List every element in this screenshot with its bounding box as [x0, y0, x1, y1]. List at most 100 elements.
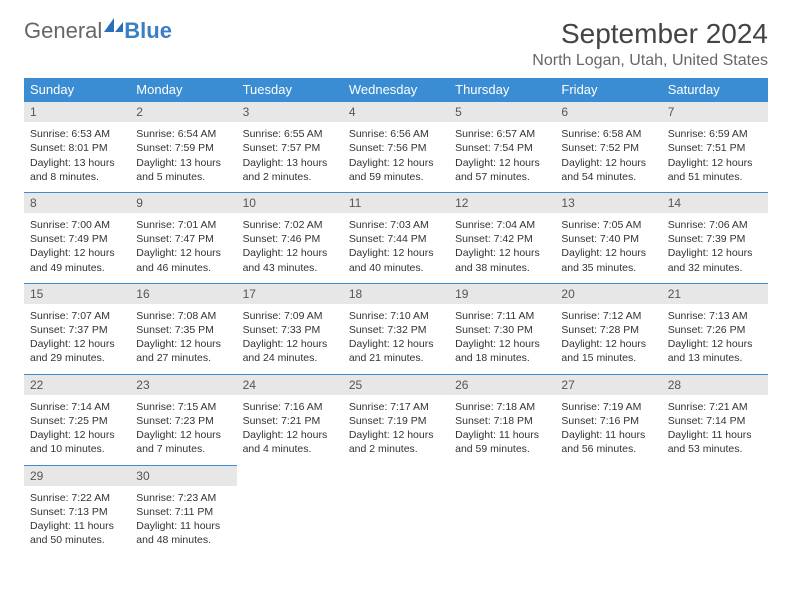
- sunrise-text: Sunrise: 7:13 AM: [668, 309, 762, 323]
- daylight-text-2: and 59 minutes.: [349, 170, 443, 184]
- day-number: 24: [237, 374, 343, 395]
- daylight-text-2: and 15 minutes.: [561, 351, 655, 365]
- day-details: Sunrise: 7:23 AMSunset: 7:11 PMDaylight:…: [130, 489, 236, 556]
- day-number: 4: [343, 101, 449, 122]
- calendar-day-cell: [662, 465, 768, 556]
- sunrise-text: Sunrise: 7:23 AM: [136, 491, 230, 505]
- day-details: Sunrise: 7:18 AMSunset: 7:18 PMDaylight:…: [449, 398, 555, 465]
- day-details: Sunrise: 7:02 AMSunset: 7:46 PMDaylight:…: [237, 216, 343, 283]
- calendar-day-cell: 6Sunrise: 6:58 AMSunset: 7:52 PMDaylight…: [555, 101, 661, 192]
- calendar-day-cell: 15Sunrise: 7:07 AMSunset: 7:37 PMDayligh…: [24, 283, 130, 374]
- calendar-day-cell: 16Sunrise: 7:08 AMSunset: 7:35 PMDayligh…: [130, 283, 236, 374]
- sunrise-text: Sunrise: 7:10 AM: [349, 309, 443, 323]
- weekday-monday: Monday: [130, 78, 236, 101]
- daylight-text-2: and 5 minutes.: [136, 170, 230, 184]
- calendar-day-cell: 23Sunrise: 7:15 AMSunset: 7:23 PMDayligh…: [130, 374, 236, 465]
- sunrise-text: Sunrise: 7:00 AM: [30, 218, 124, 232]
- daylight-text-1: Daylight: 12 hours: [668, 337, 762, 351]
- calendar-day-cell: 19Sunrise: 7:11 AMSunset: 7:30 PMDayligh…: [449, 283, 555, 374]
- sunrise-text: Sunrise: 7:05 AM: [561, 218, 655, 232]
- daylight-text-1: Daylight: 12 hours: [455, 246, 549, 260]
- calendar-week-row: 8 Sunrise: 7:00 AMSunset: 7:49 PMDaylight…: [24, 192, 768, 283]
- daylight-text-1: Daylight: 13 hours: [243, 156, 337, 170]
- day-details: Sunrise: 7:12 AMSunset: 7:28 PMDaylight:…: [555, 307, 661, 374]
- day-number: 20: [555, 283, 661, 304]
- calendar-day-cell: 21Sunrise: 7:13 AMSunset: 7:26 PMDayligh…: [662, 283, 768, 374]
- daylight-text-1: Daylight: 13 hours: [136, 156, 230, 170]
- sunset-text: Sunset: 7:30 PM: [455, 323, 549, 337]
- daylight-text-2: and 54 minutes.: [561, 170, 655, 184]
- daylight-text-1: Daylight: 12 hours: [30, 337, 124, 351]
- daylight-text-2: and 38 minutes.: [455, 261, 549, 275]
- calendar-day-cell: 18Sunrise: 7:10 AMSunset: 7:32 PMDayligh…: [343, 283, 449, 374]
- calendar-day-cell: 10 Sunrise: 7:02 AMSunset: 7:46 PMDayligh…: [237, 192, 343, 283]
- sunrise-text: Sunrise: 7:08 AM: [136, 309, 230, 323]
- sunset-text: Sunset: 7:51 PM: [668, 141, 762, 155]
- daylight-text-1: Daylight: 12 hours: [243, 337, 337, 351]
- day-details: Sunrise: 7:05 AMSunset: 7:40 PMDaylight:…: [555, 216, 661, 283]
- daylight-text-2: and 18 minutes.: [455, 351, 549, 365]
- day-number: 25: [343, 374, 449, 395]
- calendar-day-cell: 12Sunrise: 7:04 AMSunset: 7:42 PMDayligh…: [449, 192, 555, 283]
- day-number: 30: [130, 465, 236, 486]
- calendar-day-cell: 27Sunrise: 7:19 AMSunset: 7:16 PMDayligh…: [555, 374, 661, 465]
- daylight-text-1: Daylight: 12 hours: [136, 246, 230, 260]
- day-details: Sunrise: 7:16 AMSunset: 7:21 PMDaylight:…: [237, 398, 343, 465]
- day-details: Sunrise: 7:00 AMSunset: 7:49 PMDaylight:…: [24, 216, 130, 283]
- sunset-text: Sunset: 7:25 PM: [30, 414, 124, 428]
- weekday-thursday: Thursday: [449, 78, 555, 101]
- sunset-text: Sunset: 7:37 PM: [30, 323, 124, 337]
- sunrise-text: Sunrise: 7:04 AM: [455, 218, 549, 232]
- sunset-text: Sunset: 7:56 PM: [349, 141, 443, 155]
- daylight-text-2: and 49 minutes.: [30, 261, 124, 275]
- day-number: 17: [237, 283, 343, 304]
- daylight-text-1: Daylight: 12 hours: [668, 246, 762, 260]
- day-details: Sunrise: 6:55 AMSunset: 7:57 PMDaylight:…: [237, 125, 343, 192]
- calendar-day-cell: 24 Sunrise: 7:16 AMSunset: 7:21 PMDayligh…: [237, 374, 343, 465]
- day-number: 28: [662, 374, 768, 395]
- calendar-day-cell: 5Sunrise: 6:57 AMSunset: 7:54 PMDaylight…: [449, 101, 555, 192]
- day-number: 8: [24, 192, 130, 213]
- calendar-day-cell: 17 Sunrise: 7:09 AMSunset: 7:33 PMDayligh…: [237, 283, 343, 374]
- daylight-text-2: and 2 minutes.: [243, 170, 337, 184]
- logo-text-general: General: [24, 18, 102, 44]
- daylight-text-2: and 51 minutes.: [668, 170, 762, 184]
- day-details: Sunrise: 7:19 AMSunset: 7:16 PMDaylight:…: [555, 398, 661, 465]
- daylight-text-2: and 2 minutes.: [349, 442, 443, 456]
- day-details: Sunrise: 7:14 AMSunset: 7:25 PMDaylight:…: [24, 398, 130, 465]
- day-details: Sunrise: 7:03 AMSunset: 7:44 PMDaylight:…: [343, 216, 449, 283]
- daylight-text-1: Daylight: 12 hours: [136, 428, 230, 442]
- weekday-sunday: Sunday: [24, 78, 130, 101]
- weekday-saturday: Saturday: [662, 78, 768, 101]
- daylight-text-2: and 7 minutes.: [136, 442, 230, 456]
- daylight-text-2: and 46 minutes.: [136, 261, 230, 275]
- day-number: 6: [555, 101, 661, 122]
- day-number: 7: [662, 101, 768, 122]
- sunset-text: Sunset: 7:57 PM: [243, 141, 337, 155]
- day-details: Sunrise: 7:22 AMSunset: 7:13 PMDaylight:…: [24, 489, 130, 556]
- daylight-text-2: and 57 minutes.: [455, 170, 549, 184]
- calendar-day-cell: 4Sunrise: 6:56 AMSunset: 7:56 PMDaylight…: [343, 101, 449, 192]
- day-number: 14: [662, 192, 768, 213]
- day-details: Sunrise: 7:11 AMSunset: 7:30 PMDaylight:…: [449, 307, 555, 374]
- calendar-day-cell: 8 Sunrise: 7:00 AMSunset: 7:49 PMDaylight…: [24, 192, 130, 283]
- day-details: Sunrise: 7:09 AMSunset: 7:33 PMDaylight:…: [237, 307, 343, 374]
- calendar-day-cell: 2Sunrise: 6:54 AMSunset: 7:59 PMDaylight…: [130, 101, 236, 192]
- sunset-text: Sunset: 7:33 PM: [243, 323, 337, 337]
- calendar-day-cell: [343, 465, 449, 556]
- daylight-text-1: Daylight: 12 hours: [561, 156, 655, 170]
- daylight-text-1: Daylight: 11 hours: [561, 428, 655, 442]
- daylight-text-2: and 13 minutes.: [668, 351, 762, 365]
- calendar-day-cell: 25Sunrise: 7:17 AMSunset: 7:19 PMDayligh…: [343, 374, 449, 465]
- calendar-day-cell: 28Sunrise: 7:21 AMSunset: 7:14 PMDayligh…: [662, 374, 768, 465]
- daylight-text-2: and 27 minutes.: [136, 351, 230, 365]
- sunrise-text: Sunrise: 6:56 AM: [349, 127, 443, 141]
- sunset-text: Sunset: 7:23 PM: [136, 414, 230, 428]
- sunset-text: Sunset: 8:01 PM: [30, 141, 124, 155]
- sunset-text: Sunset: 7:35 PM: [136, 323, 230, 337]
- sunrise-text: Sunrise: 6:53 AM: [30, 127, 124, 141]
- day-number: 10: [237, 192, 343, 213]
- daylight-text-2: and 56 minutes.: [561, 442, 655, 456]
- sunset-text: Sunset: 7:44 PM: [349, 232, 443, 246]
- sunset-text: Sunset: 7:14 PM: [668, 414, 762, 428]
